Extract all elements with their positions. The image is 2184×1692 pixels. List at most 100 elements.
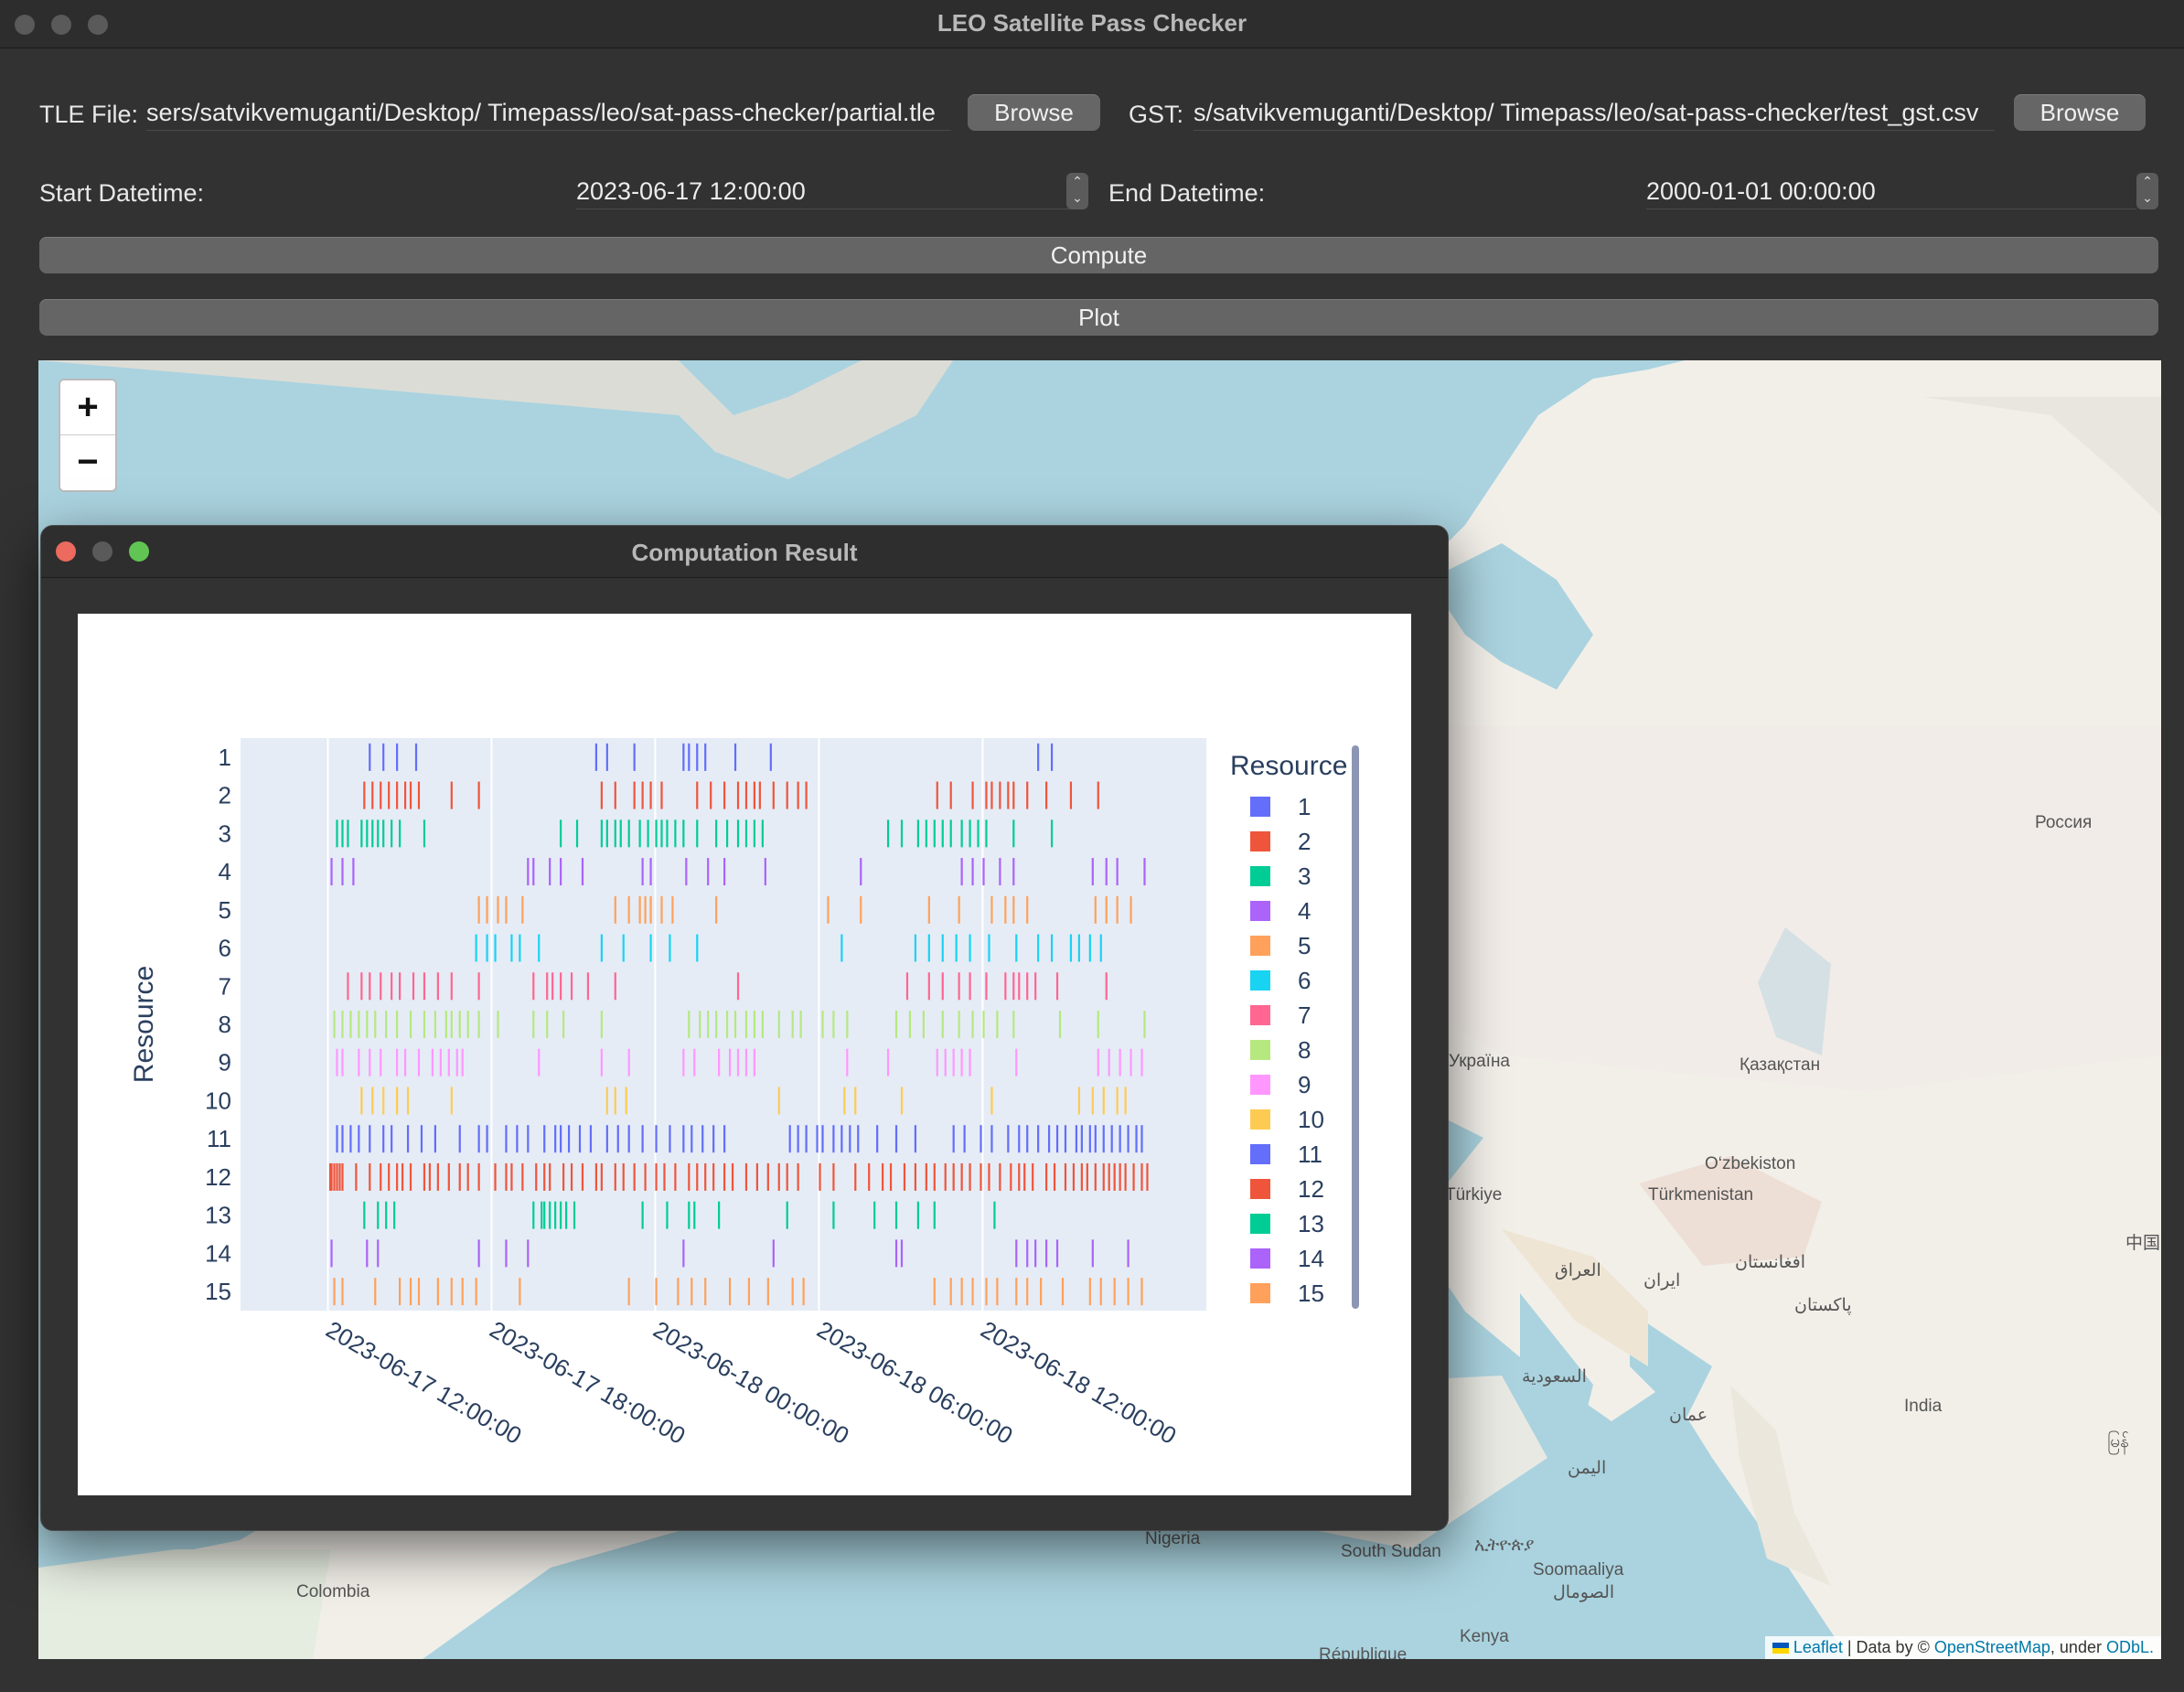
pass-bar	[900, 1239, 904, 1268]
y-tick-label: 3	[219, 819, 231, 847]
pass-bar	[969, 1048, 971, 1076]
plot-button[interactable]: Plot	[39, 299, 2158, 336]
dialog-close-button[interactable]	[56, 541, 76, 562]
pass-bar	[369, 1162, 371, 1191]
end-datetime-input[interactable]: 2000-01-01 00:00:00	[1646, 174, 2136, 209]
pass-bar	[377, 1201, 380, 1229]
pass-bar	[1047, 1125, 1051, 1153]
pass-bar	[477, 1125, 480, 1153]
pass-bar	[1037, 1125, 1040, 1153]
osm-link[interactable]: OpenStreetMap	[1933, 1638, 2050, 1656]
pass-bar	[341, 1011, 344, 1038]
pass-bar	[854, 1162, 857, 1191]
pass-bar	[894, 1011, 898, 1038]
pass-bar	[519, 934, 521, 962]
pass-bar	[731, 1162, 734, 1191]
pass-bar	[644, 895, 647, 924]
pass-bar	[761, 1011, 764, 1038]
pass-bar	[605, 819, 608, 848]
pass-bar	[960, 819, 963, 848]
pass-bar	[1119, 1162, 1121, 1191]
zoom-out-button[interactable]: −	[77, 442, 99, 482]
pass-bar	[466, 1162, 469, 1191]
pass-bar	[436, 1278, 439, 1306]
pass-bar	[1110, 1125, 1113, 1153]
pass-bar	[549, 858, 551, 886]
pass-bar	[1015, 1278, 1018, 1306]
pass-bar	[477, 1162, 480, 1191]
close-window-button[interactable]	[15, 15, 35, 35]
compute-button[interactable]: Compute	[39, 237, 2158, 273]
dialog-minimize-button[interactable]	[92, 541, 112, 562]
end-datetime-stepper[interactable]: ⌃ ⌄	[2136, 173, 2158, 209]
pass-bar	[355, 1162, 358, 1191]
pass-bar	[958, 1011, 960, 1038]
pass-bar	[914, 1125, 917, 1153]
pass-bar	[388, 781, 391, 809]
pass-bar	[393, 1201, 396, 1229]
gst-label: GST:	[1129, 101, 1184, 128]
pass-bar	[1105, 895, 1108, 924]
pass-bar	[846, 1011, 849, 1038]
minimize-window-button[interactable]	[51, 15, 71, 35]
pass-bar	[1094, 895, 1097, 924]
pass-bar	[688, 1201, 691, 1229]
start-datetime-stepper[interactable]: ⌃ ⌄	[1066, 173, 1088, 209]
map-attribution: Leaflet | Data by © OpenStreetMap, under…	[1764, 1636, 2161, 1659]
attribution-text: , under	[2050, 1638, 2106, 1656]
pass-bar	[832, 1201, 835, 1229]
pass-bar	[802, 1278, 805, 1306]
start-datetime-input[interactable]: 2023-06-17 12:00:00	[576, 174, 1070, 209]
attribution-text: | Data by ©	[1842, 1638, 1934, 1656]
gst-file-input[interactable]: s/satvikvemuganti/Desktop/ Timepass/leo/…	[1194, 95, 1995, 131]
pass-bar	[385, 1011, 388, 1038]
pass-bar	[614, 895, 616, 924]
pass-bar	[600, 1162, 603, 1191]
tle-file-input[interactable]: sers/satvikvemuganti/Desktop/ Timepass/l…	[146, 95, 951, 131]
pass-bar	[486, 1125, 488, 1153]
gst-browse-button[interactable]: Browse	[2014, 94, 2146, 131]
pass-bar	[1094, 1162, 1097, 1191]
pass-bar	[666, 1201, 669, 1229]
y-tick-label: 13	[205, 1202, 231, 1229]
pass-bar	[903, 1162, 906, 1191]
pass-bar	[710, 781, 712, 809]
pass-bar	[641, 1125, 644, 1153]
pass-bar	[816, 1125, 819, 1153]
pass-bar	[916, 819, 919, 848]
pass-bar	[600, 781, 603, 809]
pass-bar	[510, 1162, 513, 1191]
pass-bar	[477, 1011, 480, 1038]
pass-bar	[461, 1048, 464, 1076]
zoom-window-button[interactable]	[88, 15, 108, 35]
tle-browse-button[interactable]: Browse	[968, 94, 1100, 131]
pass-bar	[854, 1087, 857, 1115]
pass-bar	[772, 1239, 775, 1268]
pass-bar	[827, 895, 830, 924]
y-tick-label: 6	[219, 935, 231, 962]
leaflet-link[interactable]: Leaflet	[1793, 1638, 1843, 1656]
zoom-in-button[interactable]: +	[60, 380, 115, 435]
pass-bar	[341, 819, 344, 848]
pass-bar	[990, 1125, 993, 1153]
pass-bar	[475, 934, 477, 962]
pass-bar	[868, 1162, 871, 1191]
pass-bar	[925, 819, 927, 848]
pass-bar	[532, 1011, 535, 1038]
pass-bar	[1026, 895, 1029, 924]
pass-bar	[336, 1125, 338, 1153]
pass-bar	[330, 1239, 333, 1268]
pass-bar	[914, 934, 917, 962]
dialog-zoom-button[interactable]	[129, 541, 149, 562]
plot-area	[241, 738, 1206, 1311]
pass-bar	[952, 1048, 955, 1076]
end-datetime-label: End Datetime:	[1108, 179, 1266, 207]
pass-bar	[786, 1162, 788, 1191]
pass-bar	[399, 819, 401, 848]
odbl-link[interactable]: ODbL.	[2105, 1638, 2154, 1656]
pass-bar	[777, 1087, 780, 1115]
map-label: République	[1319, 1645, 1408, 1659]
window-title: LEO Satellite Pass Checker	[937, 9, 1247, 37]
pass-bar	[403, 781, 407, 809]
pass-bar	[764, 858, 766, 886]
